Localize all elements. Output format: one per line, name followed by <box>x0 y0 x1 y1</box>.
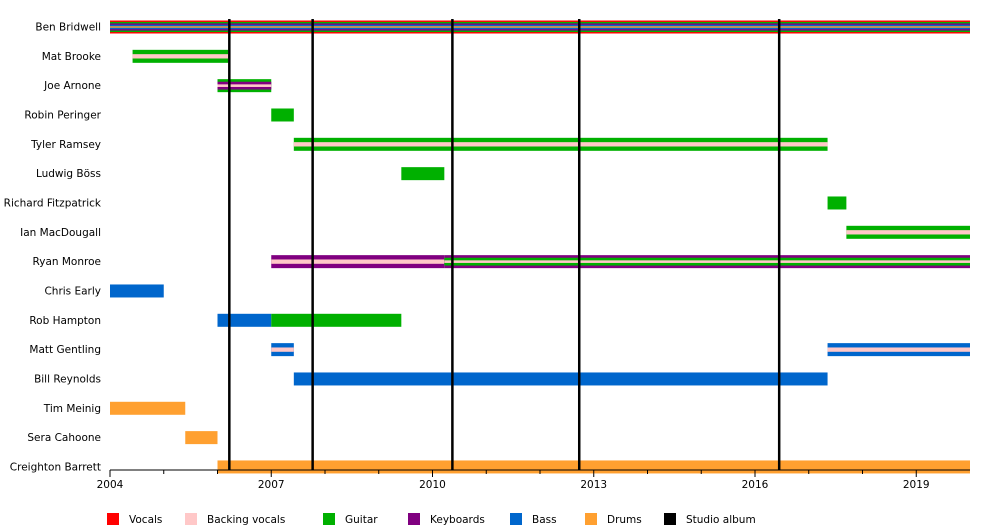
bar-mat-brooke-0 <box>132 49 229 63</box>
member-label-creighton-barrett: Creighton Barrett <box>10 461 101 473</box>
bar-segment-backing <box>827 347 970 352</box>
member-label-ludwig-b-ss: Ludwig Böss <box>36 168 101 180</box>
member-labels: Ben Bridwell Mat Brooke Joe Arnone Robin Pe… <box>4 22 102 474</box>
member-label-ian-macdougall: Ian MacDougall <box>20 227 101 239</box>
bar-ludwig-b-ss-0 <box>401 167 445 181</box>
studio-album-lines <box>228 19 781 470</box>
bar-segment-backing <box>217 84 272 87</box>
member-label-mat-brooke: Mat Brooke <box>42 51 101 63</box>
bar-ryan-monroe-1 <box>444 255 970 269</box>
bar-rob-hampton-1 <box>271 313 402 327</box>
legend-swatch-backing <box>185 513 197 525</box>
bar-robin-peringer-0 <box>271 108 294 122</box>
member-label-sera-cahoone: Sera Cahoone <box>27 432 101 444</box>
legend-label-vocals: Vocals <box>129 514 162 526</box>
member-label-rob-hampton: Rob Hampton <box>29 315 101 327</box>
bar-sera-cahoone-0 <box>185 431 218 445</box>
bar-ryan-monroe-0 <box>271 255 445 269</box>
bar-bill-reynolds-0 <box>293 372 828 386</box>
legend-swatch-drums <box>585 513 597 525</box>
x-tick-label-2010: 2010 <box>419 479 446 491</box>
legend: Vocals Backing vocals Guitar Keyboards Bass D… <box>107 513 756 526</box>
member-bars <box>110 20 970 474</box>
member-label-richard-fitzpatrick: Richard Fitzpatrick <box>4 197 102 209</box>
bar-segment-guitar <box>401 167 445 181</box>
bar-segment-bass <box>217 313 272 327</box>
member-label-joe-arnone: Joe Arnone <box>43 80 101 92</box>
x-tick-label-2013: 2013 <box>580 479 607 491</box>
member-label-bill-reynolds: Bill Reynolds <box>34 373 101 385</box>
bar-ben-bridwell-0 <box>110 20 970 34</box>
x-tick-label-2019: 2019 <box>903 479 930 491</box>
bar-segment-backing <box>846 230 970 235</box>
x-tick-label-2004: 2004 <box>97 479 124 491</box>
member-label-matt-gentling: Matt Gentling <box>29 344 101 356</box>
bar-segment-guitar <box>827 196 847 210</box>
legend-label-guitar: Guitar <box>345 514 378 526</box>
member-label-tyler-ramsey: Tyler Ramsey <box>30 139 101 151</box>
legend-swatch-bass <box>510 513 522 525</box>
bar-tim-meinig-0 <box>110 401 186 415</box>
bar-ian-macdougall-0 <box>846 225 970 239</box>
member-label-tim-meinig: Tim Meinig <box>43 403 101 415</box>
member-label-ryan-monroe: Ryan Monroe <box>33 256 101 268</box>
bar-chris-early-0 <box>110 284 164 298</box>
member-label-ben-bridwell: Ben Bridwell <box>35 22 101 34</box>
bar-segment-drums <box>110 401 186 415</box>
member-label-chris-early: Chris Early <box>44 285 101 297</box>
member-label-robin-peringer: Robin Peringer <box>24 109 101 121</box>
bar-segment-backing <box>271 347 294 352</box>
bar-segment-guitar <box>271 108 294 122</box>
legend-swatch-vocals <box>107 513 119 525</box>
bar-segment-bass <box>293 372 828 386</box>
bar-matt-gentling-0 <box>271 343 294 357</box>
x-tick-label-2016: 2016 <box>742 479 769 491</box>
bar-segment-guitar <box>271 313 402 327</box>
legend-swatch-album <box>664 513 676 525</box>
legend-label-album: Studio album <box>686 514 756 526</box>
bar-tyler-ramsey-0 <box>293 137 828 151</box>
legend-label-backing: Backing vocals <box>207 514 285 526</box>
bar-segment-backing <box>293 142 828 147</box>
bar-segment-drums <box>110 26 970 28</box>
x-tick-label-2007: 2007 <box>258 479 285 491</box>
bar-segment-backing <box>444 260 970 263</box>
bar-segment-backing <box>132 54 229 59</box>
legend-label-drums: Drums <box>607 514 642 526</box>
legend-swatch-keys <box>408 513 420 525</box>
bar-rob-hampton-0 <box>217 313 272 327</box>
x-axis: 2004 2007 2010 2013 2016 2019 <box>97 469 970 491</box>
legend-swatch-guitar <box>323 513 335 525</box>
bar-richard-fitzpatrick-0 <box>827 196 847 210</box>
bar-segment-backing <box>271 259 445 264</box>
legend-label-keys: Keyboards <box>430 514 485 526</box>
legend-label-bass: Bass <box>532 514 557 526</box>
bar-joe-arnone-0 <box>217 79 272 93</box>
bar-segment-drums <box>185 431 218 445</box>
bar-matt-gentling-1 <box>827 343 970 357</box>
bar-segment-bass <box>110 284 164 298</box>
